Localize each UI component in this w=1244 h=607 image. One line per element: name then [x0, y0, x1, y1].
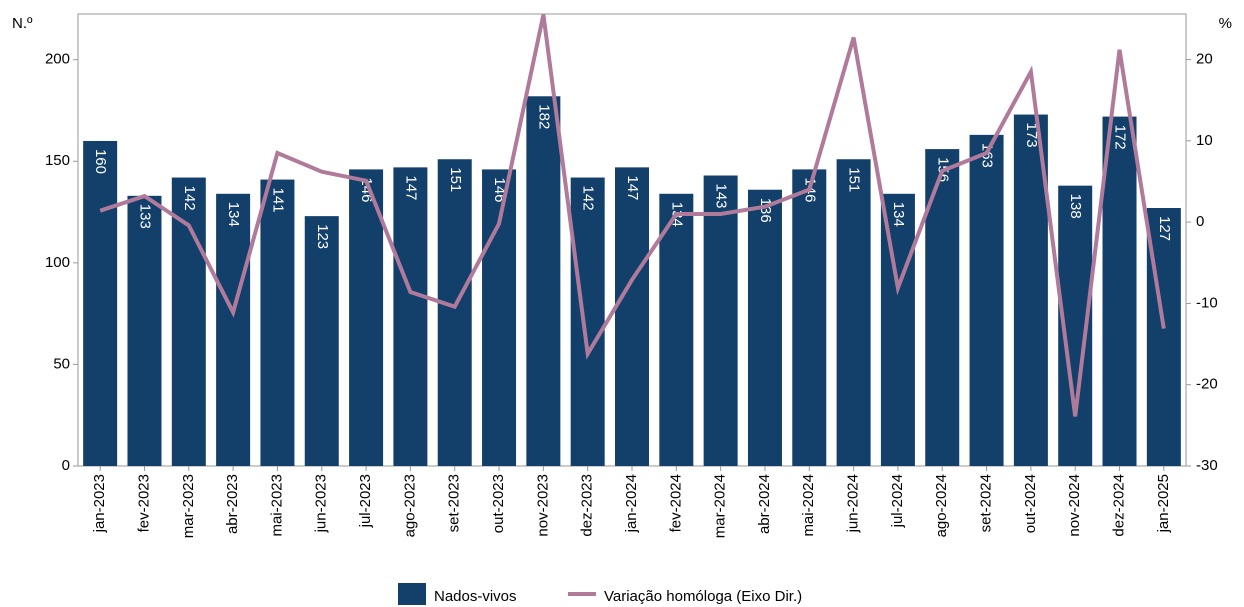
bar-label: 123 [314, 224, 331, 249]
bar-label: 172 [1112, 125, 1129, 150]
bar-label: 136 [757, 198, 774, 223]
bar-label: 143 [713, 184, 730, 209]
bar-label: 133 [137, 204, 154, 229]
bar [83, 140, 118, 466]
x-tick-label: jan-2025 [1155, 474, 1172, 533]
bar-label: 134 [225, 202, 242, 227]
x-tick-label: abr-2024 [756, 474, 773, 534]
line [99, 14, 1166, 417]
bar [969, 134, 1004, 466]
legend-label: Nados-vivos [434, 588, 517, 605]
x-tick-label: dez-2023 [579, 474, 596, 537]
x-tick-label: jan-2024 [623, 474, 640, 533]
legend-label: Variação homóloga (Eixo Dir.) [604, 588, 802, 605]
bar-label: 151 [846, 167, 863, 192]
bar-label: 147 [624, 175, 641, 200]
x-tick-label: jul-2023 [357, 474, 374, 528]
bar [570, 177, 605, 466]
bar [349, 169, 384, 466]
bar [216, 193, 251, 466]
bar [836, 159, 871, 466]
x-tick-label: nov-2024 [1066, 474, 1083, 537]
y-tick-label: 50 [53, 355, 70, 372]
bar-label: 127 [1156, 216, 1173, 241]
bar [703, 175, 738, 466]
bar [127, 195, 162, 466]
x-tick-label: dez-2024 [1110, 474, 1127, 537]
x-tick-label: jun-2024 [845, 474, 862, 533]
x-tick-label: out-2023 [490, 474, 507, 533]
y-tick-label: 150 [45, 152, 70, 169]
y2-axis-label: % [1219, 15, 1232, 32]
y2-tick-label: 10 [1196, 132, 1213, 149]
x-tick-label: set-2023 [446, 474, 463, 532]
y2-tick-label: -10 [1196, 294, 1218, 311]
bar [171, 177, 206, 466]
x-tick-label: abr-2023 [224, 474, 241, 534]
bar-label: 147 [402, 175, 419, 200]
bar-label: 173 [1023, 123, 1040, 148]
y2-tick-label: -20 [1196, 376, 1218, 393]
bar [880, 193, 915, 466]
x-tick-label: mai-2024 [800, 474, 817, 537]
x-tick-label: fev-2023 [135, 474, 152, 532]
bar-label: 182 [535, 104, 552, 129]
bar [792, 169, 827, 466]
bar-label: 142 [580, 186, 597, 211]
x-tick-label: fev-2024 [667, 474, 684, 532]
x-tick-label: jun-2023 [313, 474, 330, 533]
bar-label: 151 [447, 167, 464, 192]
y-tick-label: 100 [45, 254, 70, 271]
bar [615, 167, 649, 466]
bar [393, 167, 428, 466]
x-tick-label: mar-2024 [712, 474, 729, 538]
legend-swatch [398, 583, 426, 605]
x-tick-label: mar-2023 [180, 474, 197, 538]
y2-tick-label: 20 [1196, 50, 1213, 67]
x-tick-label: jul-2024 [889, 474, 906, 528]
x-tick-label: mai-2023 [268, 474, 285, 537]
y-tick-label: 0 [62, 457, 70, 474]
x-tick-label: jan-2023 [91, 474, 108, 533]
x-tick-label: set-2024 [978, 474, 995, 532]
bar-label: 138 [1067, 194, 1084, 219]
x-tick-label: ago-2024 [933, 474, 950, 537]
y2-tick-label: 0 [1196, 213, 1204, 230]
x-tick-label: ago-2023 [401, 474, 418, 537]
bar-label: 141 [269, 188, 286, 213]
y2-tick-label: -30 [1196, 457, 1218, 474]
bar-label: 142 [181, 186, 198, 211]
bar-label: 134 [890, 202, 907, 227]
bar [437, 159, 472, 466]
bar [747, 189, 782, 466]
bar [1102, 116, 1137, 467]
x-tick-label: out-2024 [1022, 474, 1039, 533]
bar [260, 179, 295, 467]
y-tick-label: 200 [45, 51, 70, 68]
bar [659, 193, 694, 466]
bar-label: 163 [979, 143, 996, 168]
bar [526, 96, 561, 466]
x-tick-label: nov-2023 [534, 474, 551, 537]
bar [304, 216, 339, 466]
bar-label: 160 [92, 149, 109, 174]
y-axis-label: N.º [12, 15, 33, 32]
